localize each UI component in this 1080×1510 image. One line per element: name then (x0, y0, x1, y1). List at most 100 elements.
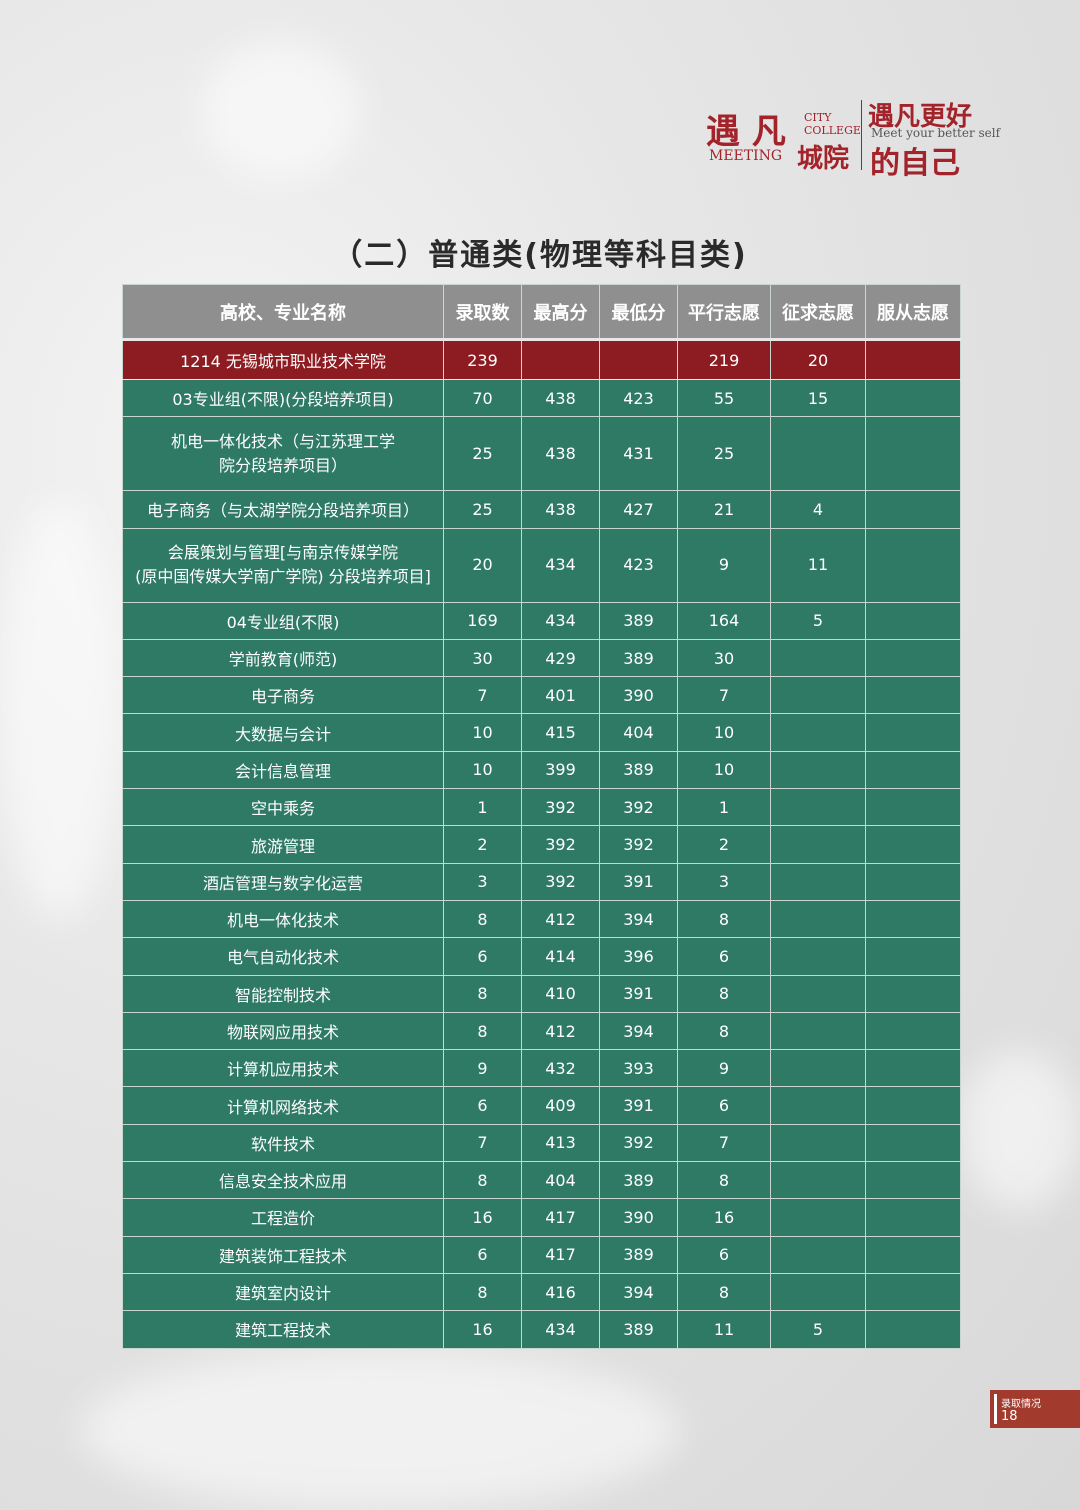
cell: 239 (443, 339, 522, 380)
cell: 432 (521, 1049, 600, 1088)
cell: 软件技术 (122, 1123, 444, 1163)
table-row: 建筑工程技术 16 434 389 11 5 (122, 1310, 961, 1349)
cell: 6 (443, 1086, 522, 1125)
cell: 438 (521, 378, 600, 418)
table-row: 智能控制技术 8 410 391 8 (122, 974, 961, 1013)
cell: 8 (677, 899, 771, 939)
cell: 会计信息管理 (122, 750, 444, 790)
empty-cell (770, 825, 866, 864)
cell: 20 (770, 339, 866, 380)
empty-cell (770, 1198, 866, 1237)
cell: 学前教育(师范) (122, 638, 444, 678)
cell: 6 (677, 1086, 771, 1125)
empty-cell (865, 1235, 961, 1274)
cell: 9 (443, 1049, 522, 1088)
cell: 389 (599, 1161, 678, 1200)
cell: 30 (677, 638, 771, 678)
logo-text: 遇 凡 (706, 112, 786, 152)
cell: 401 (521, 676, 600, 715)
cell-line: (原中国传媒大学南广学院) 分段培养项目] (135, 567, 431, 587)
cell: 10 (677, 750, 771, 790)
cell: 建筑工程技术 (122, 1310, 444, 1349)
column-header: 平行志愿 (677, 284, 771, 341)
cell: 8 (443, 899, 522, 939)
cell: 2 (443, 825, 522, 864)
cell: 389 (599, 750, 678, 790)
cell: 1214 无锡城市职业技术学院 (122, 339, 444, 380)
empty-cell (865, 1086, 961, 1125)
empty-cell (865, 862, 961, 901)
cell: 电气自动化技术 (122, 937, 444, 976)
cell: 394 (599, 1011, 678, 1051)
table-row: 机电一体化技术 8 412 394 8 (122, 899, 961, 939)
cell: 03专业组(不限)(分段培养项目) (122, 378, 444, 418)
cell: 412 (521, 899, 600, 939)
cell-line: 机电一体化技术（与江苏理工学 (170, 431, 395, 451)
decoration (200, 40, 360, 180)
cell: 423 (599, 527, 678, 603)
empty-cell (770, 416, 866, 492)
cell: 物联网应用技术 (122, 1011, 444, 1051)
cell: 3 (677, 862, 771, 901)
cell: 389 (599, 1310, 678, 1349)
table-row: 会计信息管理 10 399 389 10 (122, 750, 961, 790)
cell: 04专业组(不限) (122, 601, 444, 640)
cell: 16 (443, 1198, 522, 1237)
cell: 3 (443, 862, 522, 901)
cell: 391 (599, 862, 678, 901)
cell: 423 (599, 378, 678, 418)
cell: 55 (677, 378, 771, 418)
header-row: 高校、专业名称 录取数 最高分 最低分 平行志愿 征求志愿 服从志愿 (122, 284, 961, 341)
table-row: 电气自动化技术 6 414 396 6 (122, 937, 961, 976)
table-row: 会展策划与管理[与南京传媒学院 (原中国传媒大学南广学院) 分段培养项目] 20 43… (122, 527, 961, 603)
cell: 391 (599, 1086, 678, 1125)
empty-cell (865, 750, 961, 790)
empty-cell (865, 339, 961, 380)
logo-text: MEETING (709, 148, 783, 164)
empty-cell (770, 1123, 866, 1163)
cell: 389 (599, 638, 678, 678)
cell: 8 (677, 1161, 771, 1200)
table-row: 计算机应用技术 9 432 393 9 (122, 1049, 961, 1088)
cell: 4 (770, 490, 866, 529)
column-header: 最低分 (599, 284, 678, 341)
logo-text: 遇凡更好 (868, 102, 973, 132)
cell: 旅游管理 (122, 825, 444, 864)
divider (861, 100, 862, 170)
empty-cell (521, 339, 600, 380)
empty-cell (865, 825, 961, 864)
cell: 25 (443, 490, 522, 529)
cell: 6 (443, 937, 522, 976)
cell: 电子商务 (122, 676, 444, 715)
cell: 11 (677, 1310, 771, 1349)
cell-line: 院分段培养项目） (218, 455, 347, 475)
cell: 417 (521, 1235, 600, 1274)
cell: 8 (443, 1272, 522, 1312)
cell-line: 会展策划与管理[与南京传媒学院 (167, 543, 399, 563)
cell: 409 (521, 1086, 600, 1125)
cell: 机电一体化技术 (122, 899, 444, 939)
empty-cell (865, 1198, 961, 1237)
cell: 7 (443, 676, 522, 715)
cell: 7 (443, 1123, 522, 1163)
cell: 391 (599, 974, 678, 1013)
cell: 390 (599, 1198, 678, 1237)
cell: 394 (599, 1272, 678, 1312)
cell: 智能控制技术 (122, 974, 444, 1013)
empty-cell (865, 676, 961, 715)
cell: 8 (677, 974, 771, 1013)
cell: 431 (599, 416, 678, 492)
cell: 电子商务（与太湖学院分段培养项目） (122, 490, 444, 529)
section-label: 录取情况 (1001, 1399, 1041, 1410)
empty-cell (865, 1049, 961, 1088)
cell: 8 (677, 1011, 771, 1051)
decoration (0, 500, 120, 920)
empty-cell (770, 750, 866, 790)
empty-cell (770, 1011, 866, 1051)
empty-cell (865, 527, 961, 603)
empty-cell (865, 713, 961, 752)
empty-cell (865, 1161, 961, 1200)
cell: 大数据与会计 (122, 713, 444, 752)
logo-text: 城院 (797, 144, 850, 174)
cell: 25 (677, 416, 771, 492)
